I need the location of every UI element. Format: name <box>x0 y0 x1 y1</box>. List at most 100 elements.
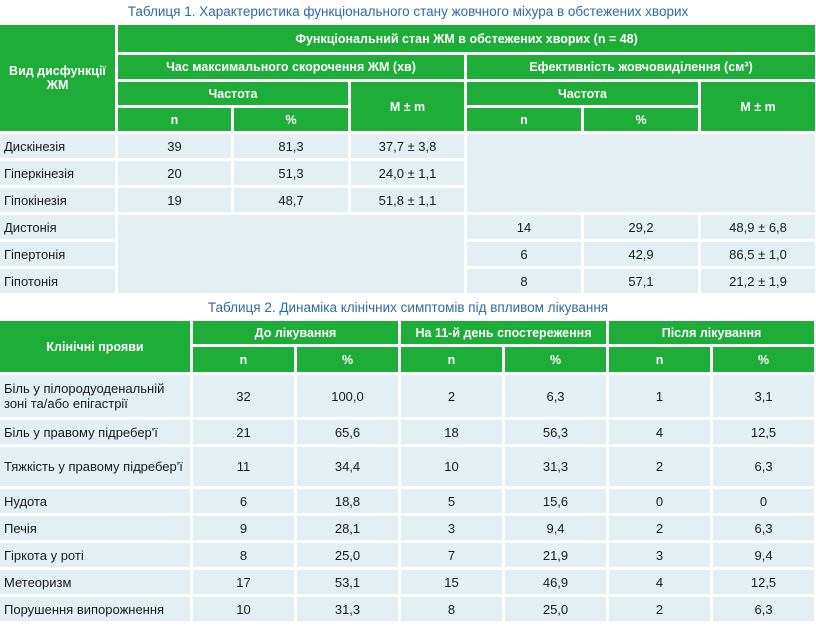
cell-before-n: 6 <box>193 489 294 513</box>
cell-day11-n: 18 <box>401 420 502 444</box>
row-label: Дистонія <box>0 215 115 239</box>
table-row: Нудота 6 18,8 5 15,6 0 0 <box>0 489 815 513</box>
cell-before-n: 11 <box>193 447 294 486</box>
t2-col-after: Після лікування <box>609 321 815 344</box>
row-label: Печія <box>0 516 190 540</box>
t2-col-day11: На 11-й день спостереження <box>401 321 607 344</box>
cell-before-n: 10 <box>193 597 294 621</box>
table-row: Гіпокінезія 19 48,7 51,8 ± 1,1 <box>0 188 815 212</box>
cell-mm: 51,8 ± 1,1 <box>351 188 464 212</box>
cell-n: 39 <box>118 134 231 158</box>
cell-after-pct: 6,3 <box>713 597 815 621</box>
table-row: Гіперкінезія 20 51,3 24,0 ± 1,1 <box>0 161 815 185</box>
cell-pct: 29,2 <box>584 215 698 239</box>
cell-before-pct: 28,1 <box>297 516 398 540</box>
t2-pct-before: % <box>297 347 398 372</box>
row-label: Дискінезія <box>0 134 115 158</box>
table1-caption: Таблиця 1. Характеристика функціональног… <box>127 4 689 19</box>
cell-mm: 86,5 ± 1,0 <box>701 242 816 266</box>
t2-n-after: n <box>609 347 711 372</box>
row-label: Гіркота у роті <box>0 543 190 567</box>
t2-header-row-label: Клінічні прояви <box>0 321 190 372</box>
cell-after-n: 2 <box>609 447 711 486</box>
cell-before-n: 9 <box>193 516 294 540</box>
cell-before-pct: 31,3 <box>297 597 398 621</box>
t1-pct-a: % <box>234 108 348 131</box>
cell-n: 19 <box>118 188 231 212</box>
cell-day11-pct: 15,6 <box>505 489 607 513</box>
t1-section-a: Час максимального скорочення ЖМ (хв) <box>118 55 464 79</box>
cell-pct: 48,7 <box>234 188 348 212</box>
t1-header-row-label: Вид дисфункції ЖМ <box>0 25 115 131</box>
cell-before-n: 32 <box>193 375 294 417</box>
t2-pct-after: % <box>713 347 815 372</box>
table-row: Дискінезія 39 81,3 37,7 ± 3,8 <box>0 134 816 212</box>
cell-mm: 21,2 ± 1,9 <box>701 269 816 293</box>
t1-section-b: Ефективність жовчовиділення (см³) <box>467 55 816 79</box>
row-label: Метеоризм <box>0 570 190 594</box>
cell-after-n: 2 <box>609 516 711 540</box>
table-row: Біль у пілородуоденальній зоні та/або еп… <box>0 375 815 417</box>
cell-before-n: 8 <box>193 543 294 567</box>
cell-day11-pct: 56,3 <box>505 420 607 444</box>
cell-day11-n: 3 <box>401 516 502 540</box>
cell-after-pct: 12,5 <box>713 570 815 594</box>
cell-before-pct: 18,8 <box>297 489 398 513</box>
cell-day11-n: 8 <box>401 597 502 621</box>
t1-pct-b: % <box>584 108 698 131</box>
cell-before-pct: 34,4 <box>297 447 398 486</box>
cell-n: 20 <box>118 161 231 185</box>
cell-n: 8 <box>467 269 581 293</box>
empty-block <box>118 215 464 293</box>
table-row: Гіпотонія 8 57,1 21,2 ± 1,9 <box>0 269 816 293</box>
cell-day11-pct: 31,3 <box>505 447 607 486</box>
table-row: Гіпертонія 6 42,9 86,5 ± 1,0 <box>0 242 816 266</box>
cell-after-pct: 6,3 <box>713 516 815 540</box>
cell-n: 6 <box>467 242 581 266</box>
cell-day11-pct: 25,0 <box>505 597 607 621</box>
t2-pct-day11: % <box>505 347 607 372</box>
table-row: Біль у правому підребер'ї 21 65,6 18 56,… <box>0 420 815 444</box>
empty-block <box>467 134 816 212</box>
cell-before-pct: 100,0 <box>297 375 398 417</box>
cell-pct: 81,3 <box>234 134 348 158</box>
t1-mm-b: M ± m <box>701 82 816 131</box>
cell-before-pct: 25,0 <box>297 543 398 567</box>
cell-n: 14 <box>467 215 581 239</box>
t1-freq-b: Частота <box>467 82 698 105</box>
cell-pct: 42,9 <box>584 242 698 266</box>
t2-n-before: n <box>193 347 294 372</box>
cell-day11-n: 10 <box>401 447 502 486</box>
cell-after-pct: 12,5 <box>713 420 815 444</box>
t1-header-group: Функціональний стан ЖМ в обстежених хвор… <box>118 25 816 52</box>
cell-before-pct: 65,6 <box>297 420 398 444</box>
table-row: Гіркота у роті 8 25,0 7 21,9 3 9,4 <box>0 543 815 567</box>
row-label: Порушення випорожнення <box>0 597 190 621</box>
cell-day11-n: 7 <box>401 543 502 567</box>
table2-caption: Таблиця 2. Динаміка клінічних симптомів … <box>207 300 609 315</box>
t1-n-a: n <box>118 108 231 131</box>
row-label: Гіпертонія <box>0 242 115 266</box>
cell-before-n: 21 <box>193 420 294 444</box>
cell-before-pct: 53,1 <box>297 570 398 594</box>
row-label: Нудота <box>0 489 190 513</box>
cell-day11-pct: 6,3 <box>505 375 607 417</box>
cell-day11-n: 5 <box>401 489 502 513</box>
row-label: Біль у пілородуоденальній зоні та/або еп… <box>0 375 190 417</box>
cell-mm: 37,7 ± 3,8 <box>351 134 464 158</box>
cell-day11-pct: 9,4 <box>505 516 607 540</box>
cell-day11-n: 15 <box>401 570 502 594</box>
row-label: Гіпотонія <box>0 269 115 293</box>
row-label: Гіпокінезія <box>0 188 115 212</box>
table1: Вид дисфункції ЖМ Функціональний стан ЖМ… <box>0 22 816 296</box>
row-label: Біль у правому підребер'ї <box>0 420 190 444</box>
cell-after-pct: 3,1 <box>713 375 815 417</box>
cell-after-pct: 6,3 <box>713 447 815 486</box>
cell-mm: 48,9 ± 6,8 <box>701 215 816 239</box>
table-row: Тяжкість у правому підребер'ї 11 34,4 10… <box>0 447 815 486</box>
cell-after-pct: 9,4 <box>713 543 815 567</box>
cell-after-n: 1 <box>609 375 711 417</box>
row-label: Тяжкість у правому підребер'ї <box>0 447 190 486</box>
cell-after-n: 4 <box>609 570 711 594</box>
table-row: Дистонія 14 29,2 48,9 ± 6,8 <box>0 215 816 293</box>
